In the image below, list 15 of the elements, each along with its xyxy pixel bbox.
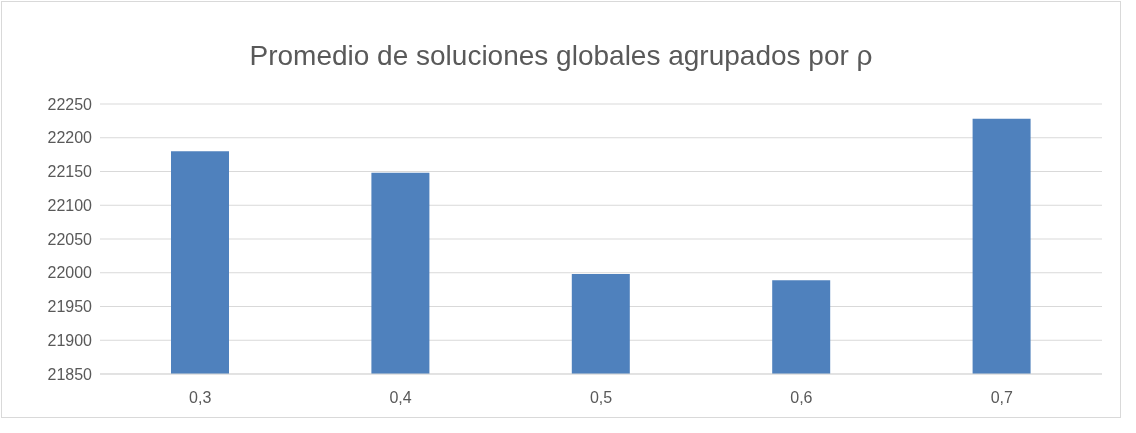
y-tick-label: 22100: [47, 196, 93, 214]
y-tick-label: 22000: [47, 264, 93, 282]
x-tick-label: 0,6: [790, 389, 813, 407]
y-tick-label: 21950: [47, 298, 93, 316]
y-tick-label: 22050: [47, 230, 93, 248]
y-tick-label: 22200: [47, 129, 93, 147]
chart-title: Promedio de soluciones globales agrupados por ρ: [248, 40, 874, 72]
x-tick-label: 0,3: [189, 389, 212, 407]
x-tick-label: 0,7: [990, 389, 1014, 407]
x-tick-label: 0,4: [389, 389, 412, 407]
y-tick-label: 22250: [47, 95, 93, 113]
y-tick-label: 22150: [47, 163, 93, 181]
y-tick-label: 21850: [47, 365, 93, 383]
y-tick-label: 21900: [47, 331, 93, 349]
x-tick-label: 0,5: [589, 389, 613, 407]
